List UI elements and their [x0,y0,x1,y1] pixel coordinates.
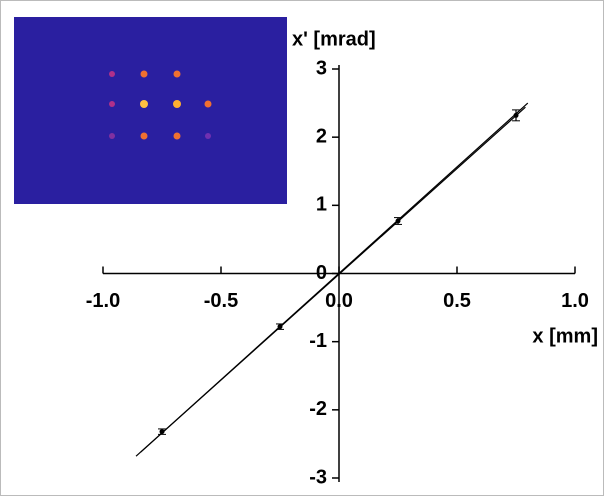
spot [141,71,148,78]
point [160,429,165,434]
x-axis-label: x [mm] [532,325,598,347]
y-tick-label: 1 [316,194,327,216]
y-axis-label: x' [mrad] [292,28,376,50]
y-tick-label: 3 [316,57,327,79]
spot [205,133,211,139]
x-tick-label: 1.0 [561,290,589,312]
page: {"chart_data": {"type": "scatter", "x_la… [0,0,604,501]
spot [140,100,148,108]
x-tick-label: 0.5 [443,290,471,312]
y-tick-label: -3 [309,466,327,488]
spot [109,71,115,77]
y-tick-label: 0 [316,262,327,284]
chart: x' [mrad] x [mm] -1.0 -0.5 0.0 0.5 1.0 -3 -2 -1… [0,0,604,496]
spot [109,101,115,107]
spot [174,133,181,140]
point [514,113,519,118]
y-tick-label: -1 [309,330,327,352]
inset-image [14,17,287,204]
spot [205,101,212,108]
spot [109,133,115,139]
inset-background [14,17,287,204]
x-tick-label: 0.0 [325,290,353,312]
y-tick-label: 2 [316,125,327,147]
spot [141,133,148,140]
y-tick-label: -2 [309,398,327,420]
point [396,219,401,224]
x-tick-label: -0.5 [204,290,238,312]
spot [174,71,181,78]
x-tick-label: -1.0 [86,290,120,312]
point [278,324,283,329]
spot [173,100,181,108]
